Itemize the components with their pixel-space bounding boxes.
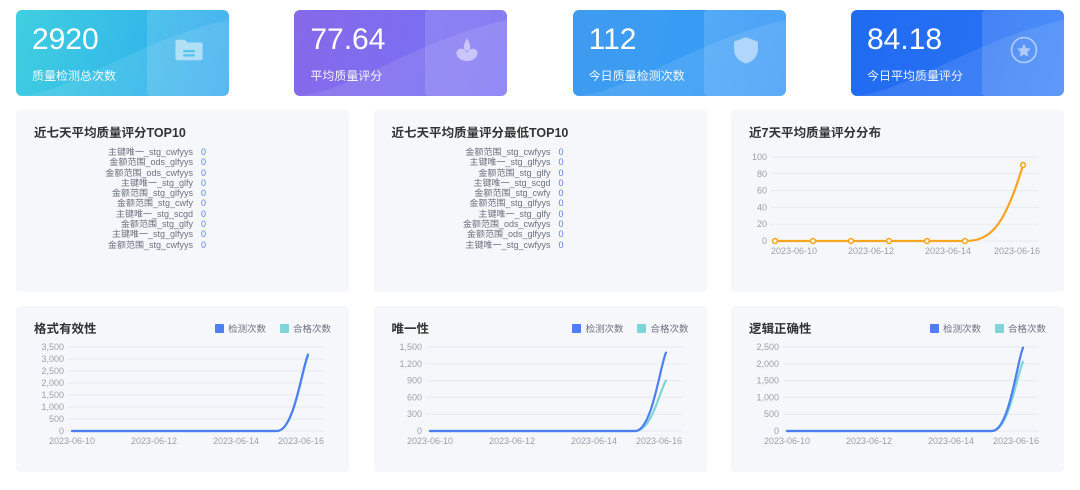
svg-text:2,500: 2,500 xyxy=(756,342,779,352)
svg-text:1,500: 1,500 xyxy=(399,342,422,352)
svg-text:0: 0 xyxy=(59,426,64,436)
svg-text:2023-06-16: 2023-06-16 xyxy=(278,436,324,446)
svg-text:2023-06-14: 2023-06-14 xyxy=(925,246,971,256)
svg-text:0: 0 xyxy=(774,426,779,436)
svg-text:2023-06-10: 2023-06-10 xyxy=(406,436,452,446)
svg-text:1,500: 1,500 xyxy=(756,376,779,386)
svg-text:2023-06-14: 2023-06-14 xyxy=(570,436,616,446)
svg-text:3,500: 3,500 xyxy=(41,342,64,352)
svg-text:2023-06-10: 2023-06-10 xyxy=(764,436,810,446)
svg-text:2023-06-12: 2023-06-12 xyxy=(848,246,894,256)
svg-text:2023-06-16: 2023-06-16 xyxy=(994,246,1040,256)
svg-text:20: 20 xyxy=(757,219,767,229)
svg-text:600: 600 xyxy=(406,392,421,402)
svg-text:2023-06-14: 2023-06-14 xyxy=(928,436,974,446)
svg-text:0: 0 xyxy=(416,426,421,436)
svg-text:500: 500 xyxy=(764,409,779,419)
svg-text:2023-06-16: 2023-06-16 xyxy=(993,436,1039,446)
svg-text:300: 300 xyxy=(406,409,421,419)
svg-text:900: 900 xyxy=(406,376,421,386)
svg-text:2023-06-10: 2023-06-10 xyxy=(771,246,817,256)
svg-text:1,500: 1,500 xyxy=(41,390,64,400)
svg-text:2023-06-10: 2023-06-10 xyxy=(49,436,95,446)
svg-text:2,500: 2,500 xyxy=(41,366,64,376)
svg-text:1,200: 1,200 xyxy=(399,359,422,369)
svg-text:2023-06-12: 2023-06-12 xyxy=(846,436,892,446)
svg-text:2023-06-16: 2023-06-16 xyxy=(635,436,681,446)
svg-text:80: 80 xyxy=(757,169,767,179)
svg-text:0: 0 xyxy=(762,236,767,246)
svg-text:1,000: 1,000 xyxy=(756,392,779,402)
svg-text:2023-06-12: 2023-06-12 xyxy=(488,436,534,446)
svg-text:2023-06-12: 2023-06-12 xyxy=(131,436,177,446)
svg-text:40: 40 xyxy=(757,202,767,212)
svg-text:2,000: 2,000 xyxy=(756,359,779,369)
svg-text:2,000: 2,000 xyxy=(41,378,64,388)
svg-text:2023-06-14: 2023-06-14 xyxy=(213,436,259,446)
svg-text:1,000: 1,000 xyxy=(41,402,64,412)
svg-text:100: 100 xyxy=(752,152,767,162)
svg-text:3,000: 3,000 xyxy=(41,354,64,364)
svg-text:500: 500 xyxy=(49,414,64,424)
svg-text:60: 60 xyxy=(757,186,767,196)
